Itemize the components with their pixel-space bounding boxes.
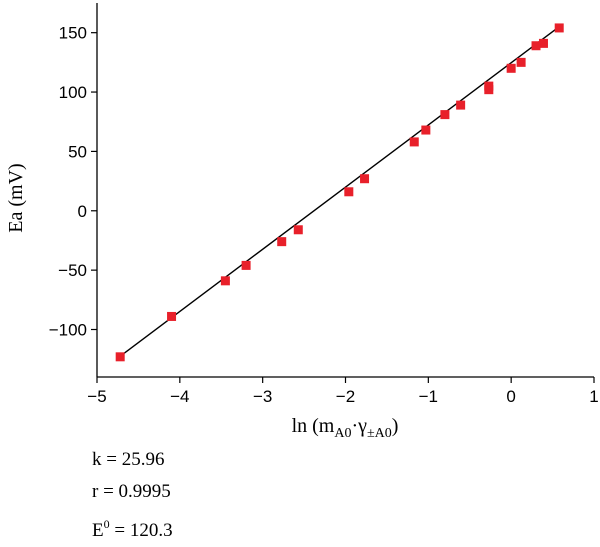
data-point <box>220 276 230 286</box>
data-point <box>506 63 516 73</box>
y-axis-label: Ea (mV) <box>5 163 27 232</box>
x-tick-label: 0 <box>506 387 515 406</box>
slope-k: k = 25.96 <box>92 449 165 470</box>
y-tick-label: 100 <box>59 83 87 102</box>
fit-line <box>119 26 560 357</box>
data-point <box>456 100 466 110</box>
data-point <box>293 225 303 235</box>
data-point <box>440 110 450 120</box>
x-tick-label: −2 <box>336 387 355 406</box>
chart: −5 −4 −3 −2 −1 0 1 −100 −50 0 50 100 150 Ea (mV) ln … <box>5 3 599 440</box>
fit-statistics: k = 25.96 r = 0.9995 E0 = 120.3 <box>92 444 173 547</box>
x-tick-label: −4 <box>170 387 189 406</box>
x-axis-label: ln (mA0·γ±A0) <box>292 415 399 440</box>
x-tick-label: −1 <box>419 387 438 406</box>
data-points <box>115 23 564 362</box>
x-tick-label: −3 <box>253 387 272 406</box>
data-point <box>409 137 419 147</box>
axes: −5 −4 −3 −2 −1 0 1 −100 −50 0 50 100 150 <box>49 3 599 406</box>
data-point <box>484 81 494 91</box>
data-point <box>115 352 125 362</box>
x-tick-label: 1 <box>589 387 598 406</box>
data-point <box>538 38 548 48</box>
correlation-r: r = 0.9995 <box>92 481 171 502</box>
y-tick-label: 50 <box>68 142 87 161</box>
y-tick-label: −50 <box>58 261 87 280</box>
data-point <box>516 57 526 67</box>
data-point <box>241 260 251 270</box>
y-tick-label: −100 <box>49 321 87 340</box>
standard-potential-e0: E0 = 120.3 <box>92 517 173 541</box>
data-point <box>277 237 287 247</box>
x-tick-label: −5 <box>87 387 106 406</box>
data-point <box>531 41 541 51</box>
data-point <box>360 174 370 184</box>
data-point <box>167 311 177 321</box>
y-tick-label: 0 <box>78 202 87 221</box>
data-point <box>421 125 431 135</box>
y-tick-label: 150 <box>59 24 87 43</box>
data-point <box>554 23 564 33</box>
data-point <box>344 187 354 197</box>
fit-line-group <box>119 26 560 357</box>
